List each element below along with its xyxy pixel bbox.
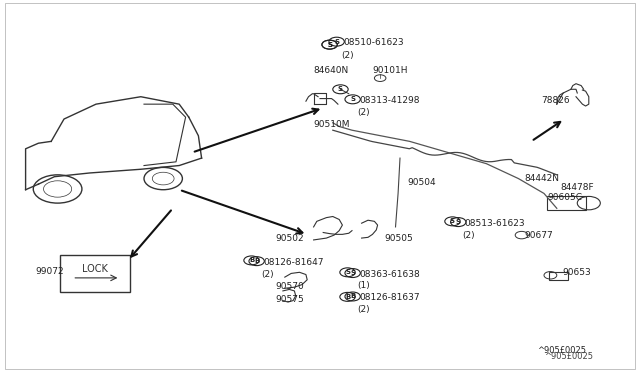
Text: S: S — [345, 269, 350, 275]
Text: B: B — [249, 257, 254, 263]
Text: 99072: 99072 — [35, 267, 64, 276]
Text: ^905£0025: ^905£0025 — [538, 346, 587, 355]
Text: 90677: 90677 — [525, 231, 554, 240]
Text: 84640N: 84640N — [314, 66, 349, 75]
Text: B: B — [350, 294, 355, 299]
Text: S: S — [456, 219, 461, 225]
Text: 84478F: 84478F — [560, 183, 594, 192]
Text: B: B — [345, 294, 350, 300]
Text: 08510-61623: 08510-61623 — [343, 38, 404, 47]
Text: S: S — [327, 42, 332, 48]
Bar — [549, 272, 568, 280]
Text: (2): (2) — [357, 108, 370, 117]
Text: S: S — [450, 218, 455, 224]
Text: 90504: 90504 — [408, 178, 436, 187]
Text: S: S — [327, 42, 332, 48]
Text: (1): (1) — [357, 281, 370, 290]
Bar — [547, 196, 586, 210]
Text: 84442N: 84442N — [525, 174, 560, 183]
Text: 08126-81637: 08126-81637 — [359, 293, 420, 302]
Text: 90653: 90653 — [562, 268, 591, 277]
Text: S: S — [338, 86, 343, 92]
Text: 90575: 90575 — [275, 295, 304, 304]
Text: 08363-61638: 08363-61638 — [359, 270, 420, 279]
Text: 90605C: 90605C — [547, 193, 582, 202]
Text: 08513-61623: 08513-61623 — [465, 219, 525, 228]
Text: 90505: 90505 — [384, 234, 413, 243]
Text: (2): (2) — [261, 270, 274, 279]
Text: ^905£0025: ^905£0025 — [544, 352, 593, 361]
Text: 08313-41298: 08313-41298 — [359, 96, 420, 105]
Text: S: S — [350, 270, 355, 276]
Text: LOCK: LOCK — [82, 264, 108, 274]
Text: 90510M: 90510M — [314, 120, 350, 129]
Text: (2): (2) — [357, 305, 370, 314]
Text: 78826: 78826 — [541, 96, 570, 105]
Text: 90570: 90570 — [275, 282, 304, 291]
Text: 90101H: 90101H — [372, 66, 408, 75]
Text: S: S — [334, 39, 339, 45]
Text: (2): (2) — [341, 51, 354, 60]
Text: S: S — [350, 96, 355, 102]
Text: 08126-81647: 08126-81647 — [263, 258, 324, 267]
Text: 90502: 90502 — [275, 234, 304, 243]
Text: B: B — [254, 258, 259, 264]
Text: (2): (2) — [463, 231, 476, 240]
